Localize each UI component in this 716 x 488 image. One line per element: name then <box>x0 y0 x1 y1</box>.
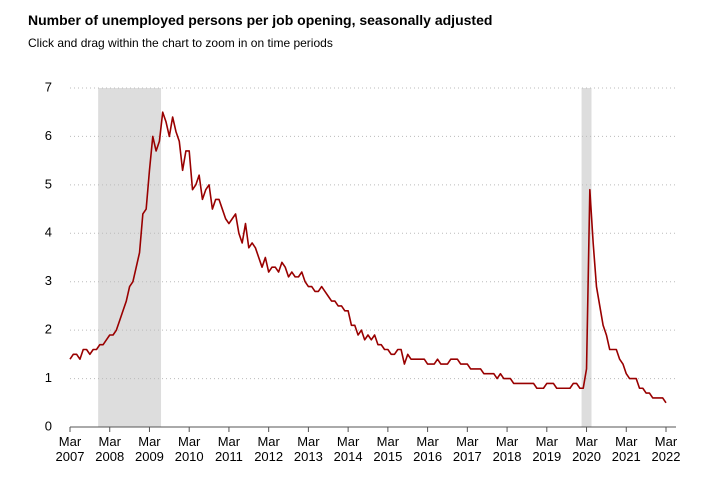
y-tick-label: 6 <box>45 128 52 143</box>
x-tick-label: Mar 2013 <box>293 434 323 464</box>
y-tick-label: 0 <box>45 418 52 433</box>
x-tick-label: Mar 2009 <box>134 434 164 464</box>
x-tick-label: Mar 2017 <box>452 434 482 464</box>
shaded-period <box>581 88 592 427</box>
chart-subtitle: Click and drag within the chart to zoom … <box>28 36 333 50</box>
chart-title: Number of unemployed persons per job ope… <box>28 12 493 28</box>
x-tick-label: Mar 2020 <box>572 434 601 464</box>
y-tick-label: 7 <box>45 79 52 94</box>
x-tick-label: Mar 2012 <box>254 434 284 464</box>
y-tick-label: 4 <box>45 225 52 240</box>
x-tick-label: Mar 2019 <box>532 434 562 464</box>
x-tick-label: Mar 2008 <box>95 434 125 464</box>
x-tick-label: Mar 2011 <box>214 434 243 464</box>
x-tick-label: Mar 2010 <box>174 434 204 464</box>
x-tick-label: Mar 2018 <box>492 434 522 464</box>
y-tick-label: 1 <box>45 370 52 385</box>
y-tick-label: 3 <box>45 273 52 288</box>
y-tick-label: 2 <box>45 322 52 337</box>
shaded-period <box>98 88 162 427</box>
x-tick-label: Mar 2007 <box>55 434 85 464</box>
x-tick-label: Mar 2021 <box>611 434 641 464</box>
x-tick-label: Mar 2016 <box>413 434 443 464</box>
data-line <box>69 111 667 404</box>
x-tick-label: Mar 2022 <box>651 434 681 464</box>
y-tick-label: 5 <box>45 176 52 191</box>
x-tick-label: Mar 2014 <box>333 434 363 464</box>
x-tick-label: Mar 2015 <box>373 434 403 464</box>
